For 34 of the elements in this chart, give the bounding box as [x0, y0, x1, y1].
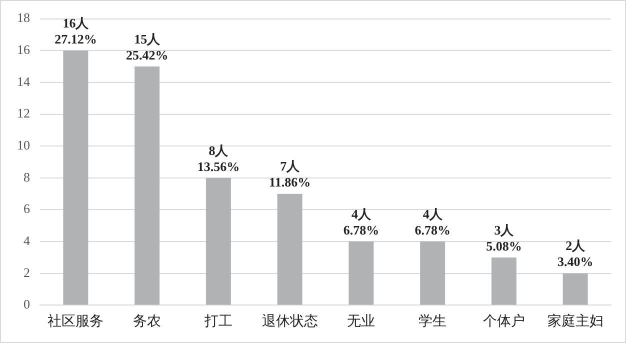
data-label: 8人 13.56% — [197, 142, 240, 174]
y-tick-label: 6 — [24, 201, 30, 216]
data-label: 4人 6.78% — [414, 206, 450, 238]
x-tick-label: 打工 — [203, 313, 232, 330]
y-tick-label: 8 — [24, 169, 30, 184]
data-label: 15人 25.42% — [126, 31, 168, 62]
y-tick-label: 0 — [24, 296, 30, 312]
data-label: 2人 3.40% — [557, 238, 594, 270]
bar — [420, 242, 446, 305]
x-tick-label: 退休状态 — [262, 313, 318, 330]
data-label: 4人 6.78% — [343, 206, 380, 238]
y-tick-label: 16 — [17, 42, 30, 58]
y-tick-label: 10 — [17, 138, 30, 153]
y-tick-label: 12 — [17, 106, 30, 121]
bar — [277, 194, 302, 305]
x-tick-label: 务农 — [133, 313, 162, 330]
bar — [348, 242, 374, 305]
bar — [491, 257, 516, 305]
x-tick-label: 社区服务 — [48, 313, 104, 330]
y-tick-label: 2 — [24, 264, 30, 280]
bar — [562, 273, 588, 305]
bar — [134, 66, 160, 305]
x-tick-label: 家庭主妇 — [547, 313, 604, 330]
x-tick-label: 学生 — [418, 313, 447, 330]
y-tick-label: 4 — [24, 232, 30, 248]
x-tick-label: 个体户 — [482, 313, 525, 330]
data-label: 7人 11.86% — [269, 158, 311, 190]
y-tick-label: 18 — [17, 10, 30, 26]
data-label: 3人 5.08% — [486, 222, 522, 254]
bar — [206, 178, 231, 305]
x-tick-label: 无业 — [347, 313, 376, 330]
data-label: 16人 27.12% — [54, 15, 97, 46]
bar — [63, 50, 88, 305]
y-tick-label: 14 — [17, 74, 30, 89]
